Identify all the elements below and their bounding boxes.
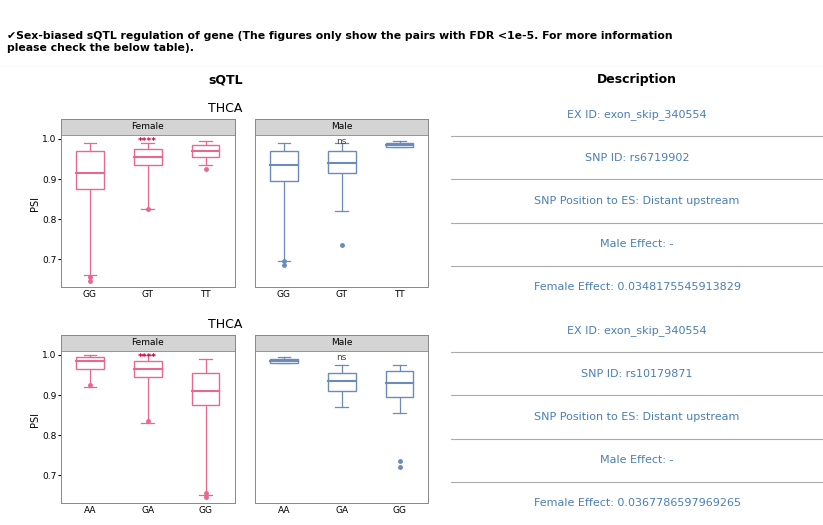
Y-axis label: PSI: PSI — [30, 412, 40, 427]
Text: SNP Position to ES: Distant upstream: SNP Position to ES: Distant upstream — [534, 196, 740, 206]
Bar — [76, 357, 104, 369]
Bar — [386, 143, 413, 147]
Text: ✔Sex-biased sQTL regulation of gene (The figures only show the pairs with FDR <1: ✔Sex-biased sQTL regulation of gene (The… — [7, 32, 672, 53]
Text: ****: **** — [138, 136, 157, 145]
Bar — [134, 361, 161, 377]
Text: THCA: THCA — [208, 102, 243, 114]
Text: Male Effect: -: Male Effect: - — [600, 455, 674, 465]
Text: Female: Female — [132, 339, 164, 348]
Text: Female: Female — [132, 122, 164, 131]
Text: SNP ID: rs10179871: SNP ID: rs10179871 — [581, 369, 693, 379]
Bar — [270, 359, 298, 363]
Text: ns: ns — [337, 353, 346, 362]
Text: SNP Position to ES: Distant upstream: SNP Position to ES: Distant upstream — [534, 412, 740, 422]
Text: Description: Description — [597, 74, 677, 87]
Text: Male: Male — [331, 339, 352, 348]
Text: EX ID: exon_skip_340554: EX ID: exon_skip_340554 — [567, 109, 707, 120]
Text: ns: ns — [337, 136, 346, 145]
Bar — [61, 335, 235, 351]
Text: sQTL: sQTL — [208, 74, 243, 87]
Bar — [328, 151, 356, 173]
Bar — [386, 371, 413, 397]
Text: ****: **** — [138, 353, 157, 362]
Text: Male: Male — [331, 122, 352, 131]
Text: THCA: THCA — [208, 318, 243, 331]
Bar — [328, 373, 356, 391]
Bar — [255, 119, 429, 135]
Text: SNP ID: rs6719902: SNP ID: rs6719902 — [585, 153, 689, 163]
Y-axis label: PSI: PSI — [30, 196, 40, 211]
Text: Female Effect: 0.0348175545913829: Female Effect: 0.0348175545913829 — [533, 282, 741, 292]
Text: Female Effect: 0.0367786597969265: Female Effect: 0.0367786597969265 — [533, 498, 741, 508]
Bar — [61, 119, 235, 135]
Bar — [134, 149, 161, 165]
Text: Sex-biased sQTL regulation of gene: Sex-biased sQTL regulation of gene — [278, 6, 545, 19]
Bar — [192, 145, 220, 157]
Bar — [192, 373, 220, 405]
Text: Male Effect: -: Male Effect: - — [600, 239, 674, 249]
Bar — [76, 151, 104, 189]
Bar — [270, 151, 298, 181]
Text: EX ID: exon_skip_340554: EX ID: exon_skip_340554 — [567, 325, 707, 336]
Bar — [255, 335, 429, 351]
